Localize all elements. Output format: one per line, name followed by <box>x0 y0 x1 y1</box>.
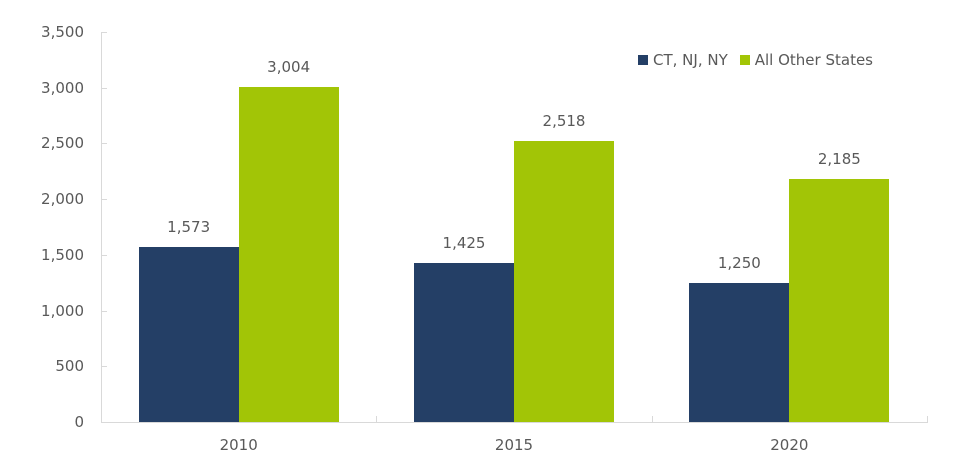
y-tick-label: 3,500 <box>41 23 84 41</box>
data-label: 1,250 <box>717 253 761 272</box>
y-axis-line <box>101 32 102 423</box>
data-label: 1,573 <box>167 217 211 236</box>
data-label: 2,518 <box>542 112 586 131</box>
x-tick-mark <box>376 416 378 423</box>
legend-swatch-icon <box>739 55 750 65</box>
bar-ct-nj-ny-2010 <box>138 246 239 422</box>
y-tick-mark <box>101 254 107 256</box>
legend-label: CT, NJ, NY <box>653 51 728 69</box>
legend-label: All Other States <box>754 51 873 69</box>
y-tick-label: 1,000 <box>41 301 84 320</box>
x-tick-label: 2020 <box>770 436 809 454</box>
y-tick-label: 2,500 <box>41 134 84 153</box>
y-tick-mark <box>101 87 107 89</box>
bar-all-other-states-2020 <box>789 178 890 422</box>
y-tick-mark <box>101 422 107 423</box>
y-tick-label: 3,000 <box>41 78 84 97</box>
y-tick-label: 500 <box>55 357 84 376</box>
y-tick-mark <box>101 310 107 312</box>
data-label: 2,185 <box>817 149 861 168</box>
y-tick-mark <box>101 366 107 368</box>
bar-ct-nj-ny-2015 <box>414 263 514 422</box>
legend-item-all-other-states: All Other States <box>739 51 873 69</box>
legend-item-ct-nj-ny: CT, NJ, NY <box>638 51 728 69</box>
y-tick-label: 0 <box>74 413 84 431</box>
y-tick-mark <box>101 143 107 145</box>
y-tick-mark <box>101 32 107 33</box>
x-tick-label: 2010 <box>219 436 258 454</box>
legend: CT, NJ, NY All Other States <box>638 51 885 69</box>
data-label: 3,004 <box>267 58 311 77</box>
x-tick-label: 2015 <box>494 436 534 454</box>
y-tick-label: 2,000 <box>41 190 84 209</box>
x-axis-line <box>101 422 927 423</box>
y-tick-mark <box>101 199 107 201</box>
bar-all-other-states-2015 <box>514 141 614 422</box>
data-label: 1,425 <box>442 234 486 253</box>
y-tick-label: 1,500 <box>41 245 84 264</box>
bar-all-other-states-2010 <box>238 87 339 422</box>
bar-ct-nj-ny-2020 <box>689 282 790 422</box>
legend-swatch-icon <box>638 55 648 65</box>
x-tick-mark <box>927 416 928 423</box>
x-tick-mark <box>651 416 653 423</box>
